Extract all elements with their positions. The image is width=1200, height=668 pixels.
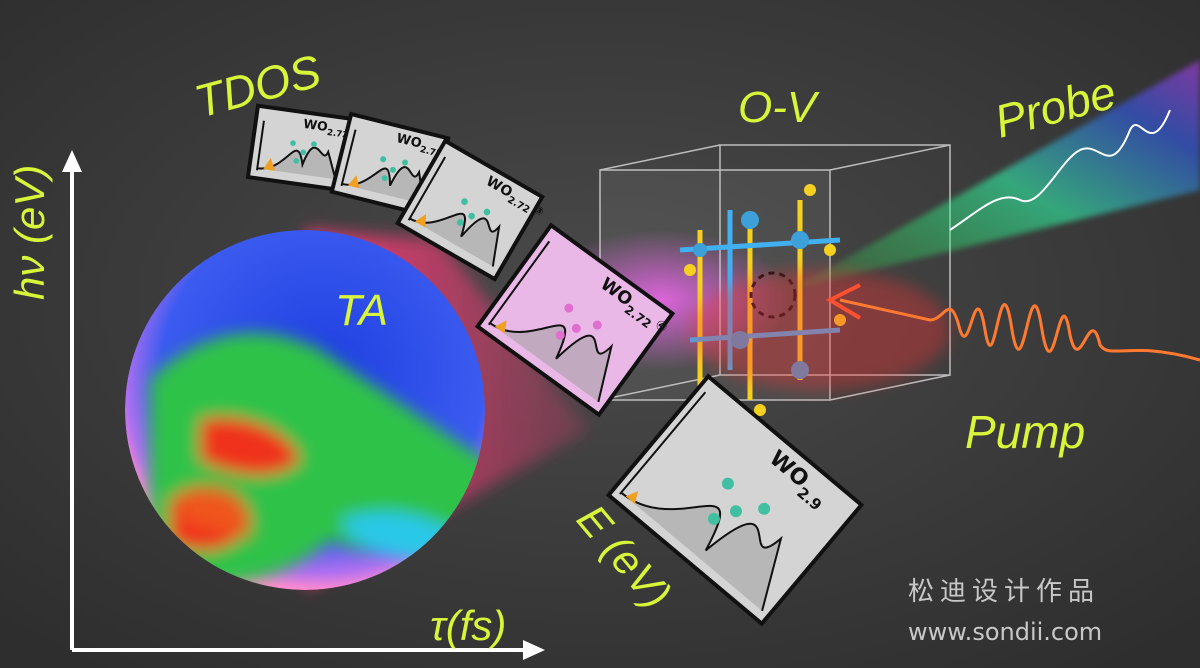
spectrum	[255, 120, 337, 180]
panel-label: WO2.72③	[481, 173, 547, 222]
atom	[461, 198, 468, 206]
subscript: 2.72	[326, 128, 349, 141]
defect-peak	[625, 491, 639, 505]
pump-label: Pump	[965, 406, 1085, 458]
axes	[62, 150, 545, 660]
spectrum	[487, 240, 614, 403]
pump-wave	[839, 298, 1200, 362]
defect-peak	[347, 175, 360, 189]
atom	[721, 477, 734, 490]
pump-glow	[690, 270, 950, 390]
atom	[381, 175, 388, 182]
atom	[311, 141, 317, 148]
atom	[707, 512, 720, 525]
formula: WO	[302, 116, 329, 134]
spectrum	[407, 156, 501, 267]
tdos-panel: WO2.72③	[395, 138, 547, 282]
atom	[402, 159, 409, 166]
probe-beam	[790, 60, 1200, 290]
atom	[592, 320, 602, 330]
ta-label: TA	[335, 286, 388, 335]
atom	[468, 212, 475, 220]
formula: WO	[395, 131, 423, 152]
atom	[456, 219, 464, 226]
tdos-panel: WO2.72①	[245, 103, 362, 193]
tdos-panel: WO2.72④	[474, 222, 676, 418]
panel-frame	[605, 373, 865, 627]
ov-label: O-V	[738, 83, 820, 132]
spectrum	[619, 391, 783, 612]
watermark-url: www.sondii.com	[908, 618, 1102, 646]
atom	[758, 502, 771, 515]
probe-wave	[949, 109, 1171, 231]
atom	[729, 505, 742, 518]
x-axis-label: τ(fs)	[430, 602, 506, 649]
atom	[290, 140, 296, 147]
atom	[389, 166, 396, 173]
defect-peak	[414, 214, 427, 228]
defect-peak	[263, 158, 276, 171]
atom	[483, 208, 491, 216]
atom	[300, 149, 307, 156]
watermark-name: 松迪设计作品	[908, 577, 1100, 607]
tdos-panel: WO2.9	[605, 373, 865, 627]
atom	[555, 330, 565, 340]
pump-arrow	[825, 283, 862, 320]
ta-map	[125, 230, 485, 590]
atom	[293, 158, 300, 164]
spectrum	[340, 129, 425, 205]
y-axis-label: hν (eV)	[6, 165, 53, 300]
atom	[564, 303, 574, 313]
atom	[380, 156, 387, 163]
atom	[571, 323, 581, 333]
defect-peak	[494, 320, 507, 334]
